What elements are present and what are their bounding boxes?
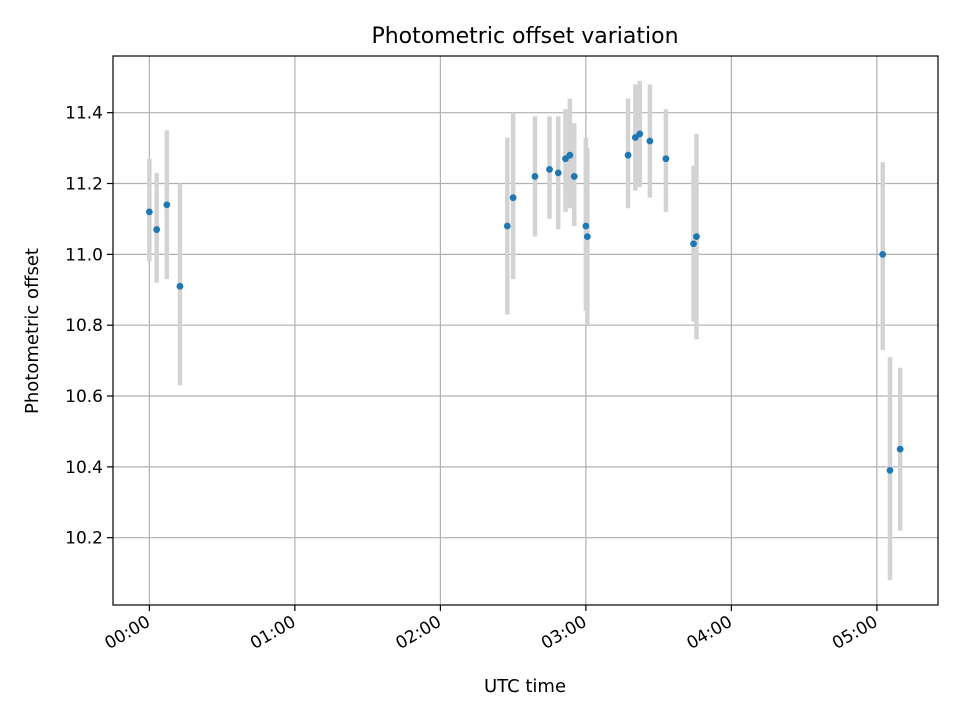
y-tick-label: 10.4 [65,458,103,478]
data-point [570,173,578,180]
data-point [583,233,591,241]
y-tick-label: 10.2 [65,529,103,549]
data-point [176,282,184,290]
data-point [896,445,904,453]
y-tick-label: 11.4 [65,104,103,124]
data-point [163,201,171,209]
data-point [566,151,574,159]
data-points [145,130,904,474]
data-point [509,194,517,202]
y-tick-label: 11.2 [65,175,103,195]
x-axis-label: UTC time [484,676,566,697]
data-point [554,169,562,177]
y-tick-label: 10.6 [65,387,103,407]
data-point [662,155,670,163]
data-point [879,250,887,258]
data-point [636,130,644,138]
data-point [886,467,894,474]
grid-lines [113,56,938,605]
data-point [503,222,511,230]
data-point [145,208,153,216]
data-point [153,226,161,233]
data-point [546,165,553,173]
data-point [690,240,697,248]
plot-area-frame [112,55,939,606]
y-tick-label: 11.0 [65,245,103,265]
y-tick-label: 10.8 [65,316,103,336]
y-axis-ticks: 10.2 10.4 10.6 10.8 11.0 11.2 11.4 [65,104,113,549]
data-point [646,137,654,145]
chart-title: Photometric offset variation [371,24,678,49]
data-point [624,151,632,159]
y-axis-label: Photometric offset [22,248,43,414]
data-point [582,222,590,230]
data-point [693,233,700,241]
data-point [531,173,539,180]
